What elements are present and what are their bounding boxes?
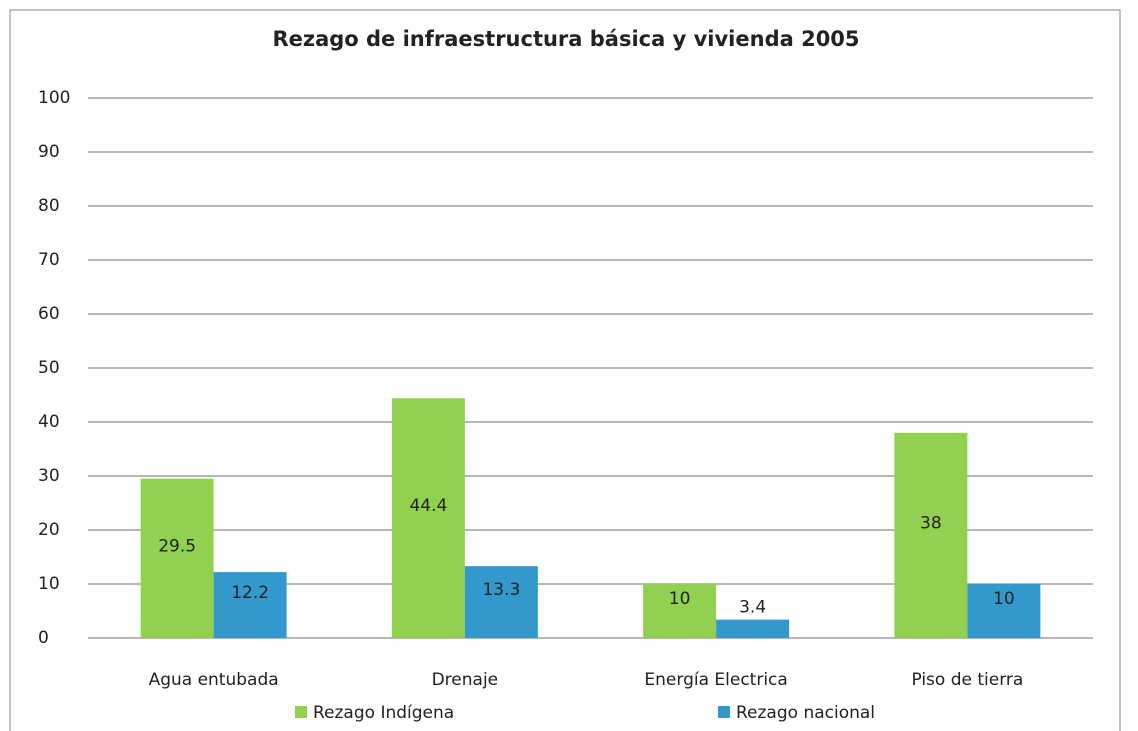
bar [716,619,790,638]
chart-frame [9,9,1121,731]
data-label: 44.4 [409,496,447,516]
x-tick-label: Energía Electrica [644,670,787,690]
legend-label: Rezago nacional [736,703,875,723]
y-tick-label: 30 [38,466,60,486]
x-tick-label: Drenaje [432,670,499,690]
bar [391,398,465,638]
y-tick-label: 20 [38,520,60,540]
x-tick-label: Piso de tierra [911,670,1023,690]
data-label: 10 [993,589,1015,609]
y-tick-label: 70 [38,250,60,270]
bar [967,584,1041,638]
legend-label: Rezago Indígena [313,703,454,723]
bar [213,572,287,638]
data-label: 3.4 [739,598,766,618]
y-tick-label: 90 [38,142,60,162]
bar [464,566,538,638]
y-tick-label: 40 [38,412,60,432]
bar [140,478,214,638]
y-tick-label: 80 [38,196,60,216]
data-label: 12.2 [231,583,269,603]
data-label: 10 [669,589,691,609]
y-tick-label: 100 [38,88,70,108]
data-label: 29.5 [158,536,196,556]
y-tick-label: 0 [38,628,49,648]
chart-title: Rezago de infraestructura básica y vivie… [272,27,859,51]
x-tick-label: Agua entubada [149,670,279,690]
legend-swatch [295,706,307,718]
data-label: 38 [920,513,942,533]
y-tick-label: 10 [38,574,60,594]
bar [643,584,717,638]
legend-swatch [718,706,730,718]
y-tick-label: 60 [38,304,60,324]
y-tick-label: 50 [38,358,60,378]
bar [894,432,968,638]
data-label: 13.3 [482,580,520,600]
